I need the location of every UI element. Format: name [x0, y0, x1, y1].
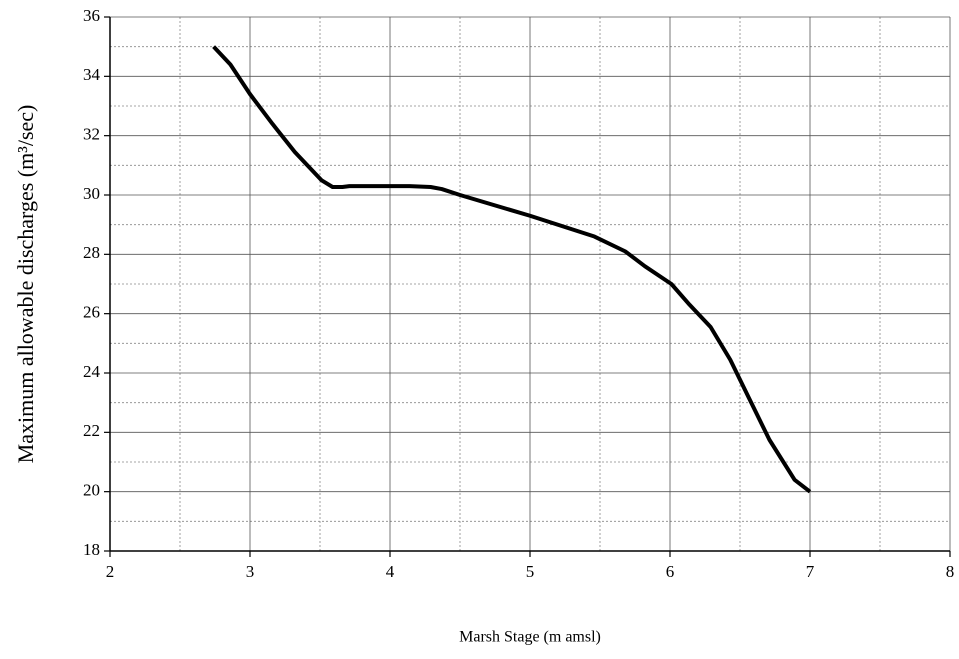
y-tick-label: 26: [83, 303, 100, 322]
y-tick-label: 36: [83, 6, 100, 25]
x-tick-label: 5: [526, 562, 535, 581]
y-tick-label: 18: [83, 540, 100, 559]
data-line: [212, 45, 812, 494]
x-tick-label: 8: [946, 562, 955, 581]
x-tick-label: 4: [386, 562, 395, 581]
y-tick-label: 34: [83, 65, 101, 84]
y-tick-label: 22: [83, 421, 100, 440]
y-tick-label: 30: [83, 184, 100, 203]
y-tick-label: 32: [83, 125, 100, 144]
x-tick-label: 7: [806, 562, 815, 581]
x-tick-label: 2: [106, 562, 115, 581]
y-tick-label: 28: [83, 243, 100, 262]
y-tick-label: 20: [83, 481, 100, 500]
y-tick-label: 24: [83, 362, 101, 381]
x-axis-label: Marsh Stage (m amsl): [459, 629, 601, 646]
y-axis-label: Maximum allowable discharges (m³/sec): [13, 105, 38, 464]
x-tick-label: 3: [246, 562, 255, 581]
x-tick-label: 6: [666, 562, 675, 581]
